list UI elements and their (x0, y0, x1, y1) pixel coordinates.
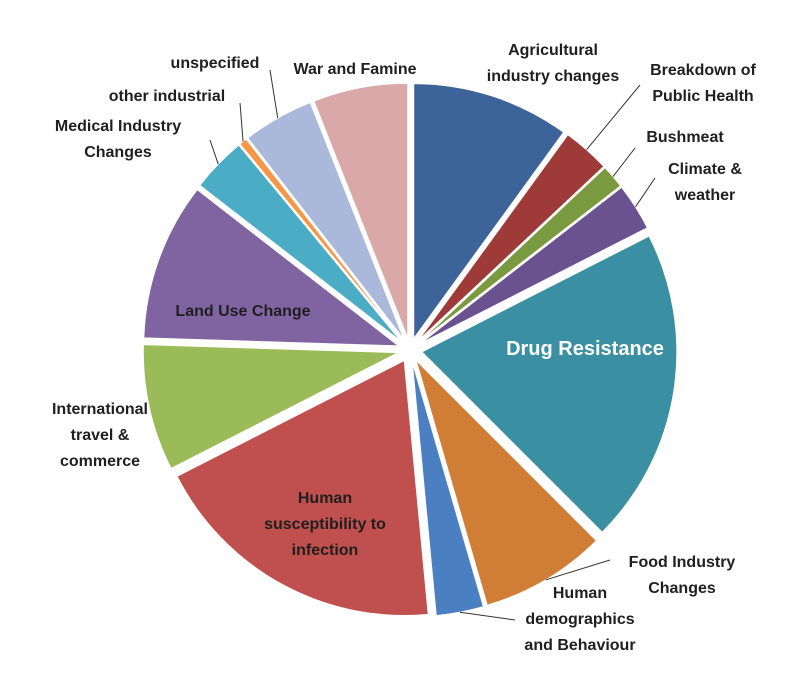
label-line: Changes (84, 144, 152, 161)
leader-line (586, 84, 641, 151)
label-line: other industrial (109, 88, 225, 105)
label-line: International (52, 401, 148, 418)
pie-slice (176, 359, 429, 617)
pie-slice (419, 186, 649, 345)
slice-label: Human demographics and Behaviour (524, 585, 635, 654)
pie-slice (143, 188, 401, 347)
pie-slice (142, 344, 399, 470)
pie-slice (199, 144, 402, 343)
leader-line (545, 559, 611, 581)
label-line: Climate & (668, 161, 742, 178)
leader-line (459, 611, 516, 621)
label-line: Human (298, 490, 352, 507)
leader-line (635, 177, 656, 208)
label-line: Changes (648, 580, 716, 597)
slice-label: Human susceptibility to infection (264, 490, 386, 559)
label-line: Human (553, 585, 607, 602)
label-line: travel & (71, 427, 130, 444)
label-line: War and Famine (294, 61, 417, 78)
label-line: Agricultural (508, 42, 598, 59)
slice-label: Climate & weather (668, 161, 742, 204)
pie-slice (411, 361, 485, 617)
leader-line (612, 147, 636, 177)
label-line: susceptibility to (264, 516, 386, 533)
slice-label: International travel & commerce (52, 401, 148, 470)
label-line: Breakdown of (650, 62, 756, 79)
label-line: Medical Industry (55, 118, 181, 135)
label-line: infection (292, 542, 359, 559)
slice-label: Drug Resistance (506, 338, 664, 360)
label-line: and Behaviour (524, 637, 635, 654)
pie-slice (421, 235, 678, 533)
label-line: Land Use Change (175, 303, 310, 320)
leader-line (239, 102, 244, 142)
slice-label: other industrial (109, 88, 225, 105)
slice-label: Land Use Change (175, 303, 310, 320)
label-line: Drug Resistance (506, 338, 664, 360)
slice-label: Breakdown of Public Health (650, 62, 756, 105)
label-line: Bushmeat (646, 129, 724, 146)
label-line: commerce (60, 453, 140, 470)
slice-label: Medical Industry Changes (55, 118, 181, 161)
leader-line (269, 69, 279, 119)
label-line: Food Industry (629, 554, 736, 571)
slice-label: Bushmeat (646, 129, 724, 146)
label-line: demographics (525, 611, 634, 628)
slice-label: unspecified (171, 55, 260, 72)
label-line: Public Health (652, 88, 753, 105)
slice-label: Agricultural industry changes (487, 42, 620, 85)
pie-slice (413, 83, 565, 341)
slice-label: Food Industry Changes (629, 554, 736, 597)
label-line: unspecified (171, 55, 260, 72)
leader-line (209, 139, 219, 165)
label-line: industry changes (487, 68, 620, 85)
label-line: weather (674, 187, 735, 204)
pie-slice (313, 82, 409, 339)
slice-label: War and Famine (294, 61, 417, 78)
